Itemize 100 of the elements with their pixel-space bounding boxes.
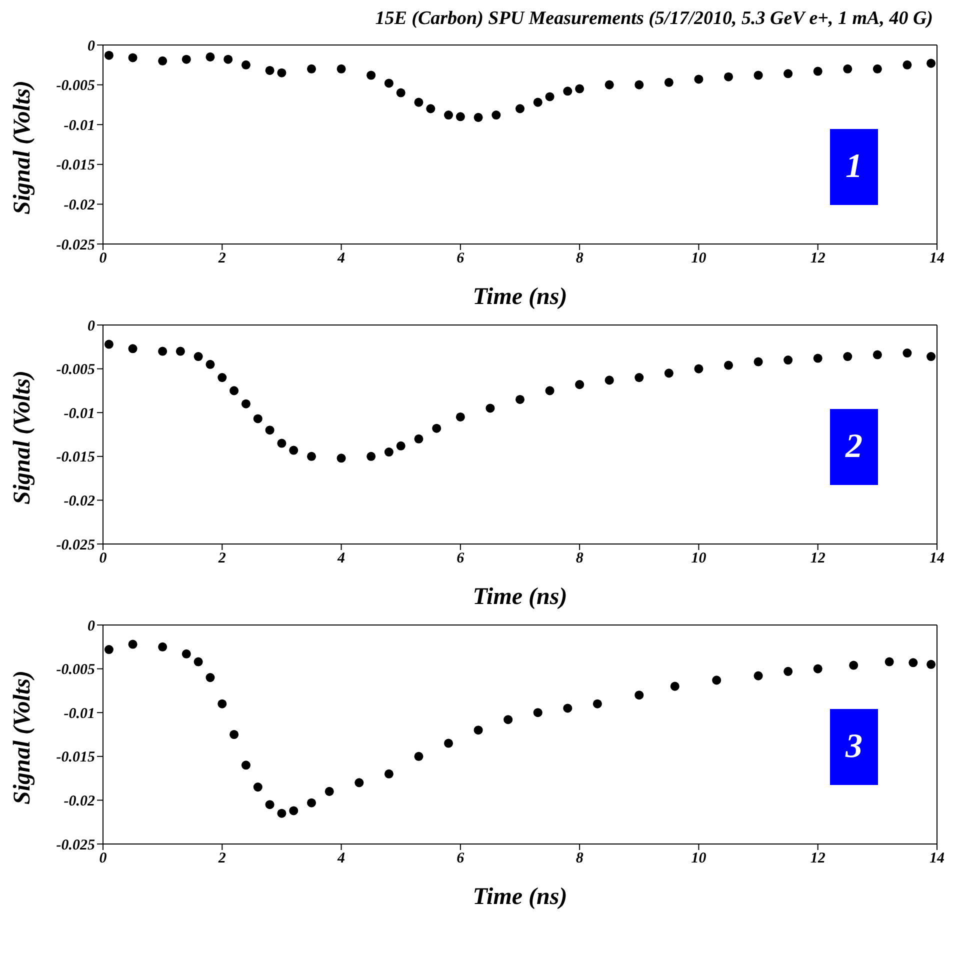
- point: [724, 72, 734, 82]
- x-tick-label: 10: [691, 850, 707, 867]
- point: [396, 88, 406, 98]
- y-tick-label: -0.015: [56, 450, 96, 466]
- point: [908, 658, 918, 668]
- point: [366, 452, 376, 461]
- point: [128, 640, 138, 649]
- point: [533, 708, 542, 718]
- y-axis-title: Signal (Volts): [10, 370, 36, 504]
- y-tick-label: -0.025: [56, 537, 96, 554]
- point: [354, 778, 364, 788]
- point: [218, 373, 227, 382]
- number-badge: 2: [830, 409, 878, 485]
- y-axis-title: Signal (Volts): [10, 670, 36, 804]
- y-tick-label: -0.015: [56, 158, 96, 174]
- point: [224, 54, 233, 64]
- point: [206, 673, 215, 682]
- point: [575, 380, 584, 390]
- point: [384, 769, 394, 778]
- x-tick-label: 12: [810, 550, 826, 567]
- x-tick-label: 8: [576, 850, 584, 867]
- point: [533, 98, 542, 107]
- point: [176, 346, 185, 356]
- x-tick-label: 2: [217, 850, 226, 867]
- point: [902, 60, 912, 70]
- x-tick-label: 2: [217, 250, 226, 267]
- point: [241, 399, 250, 408]
- point: [158, 56, 168, 66]
- point: [384, 448, 394, 457]
- point: [604, 80, 614, 90]
- point: [432, 424, 442, 433]
- x-tick-label: 6: [456, 850, 465, 867]
- point: [926, 352, 936, 362]
- y-tick-label: -0.02: [64, 198, 96, 214]
- point: [194, 352, 203, 362]
- point: [670, 682, 680, 691]
- point: [634, 373, 644, 382]
- point: [128, 53, 138, 62]
- point: [414, 98, 424, 107]
- point: [545, 92, 554, 102]
- chart-title: 15E (Carbon) SPU Measurements (5/17/2010, 5.3 GeV e+, 1 mA, 40 G): [374, 8, 934, 31]
- x-tick-label: 10: [691, 250, 707, 267]
- point: [306, 798, 316, 808]
- y-tick-label: -0.025: [56, 837, 96, 854]
- x-tick-label: 0: [99, 550, 108, 567]
- x-tick-label: 4: [336, 250, 346, 267]
- x-tick-label: 6: [456, 550, 465, 567]
- point: [182, 649, 191, 658]
- y-tick-label: -0.02: [64, 794, 96, 810]
- point: [575, 84, 584, 94]
- x-tick-label: 6: [456, 250, 465, 267]
- point: [336, 64, 346, 74]
- point: [592, 699, 602, 708]
- point: [545, 386, 554, 396]
- point: [253, 414, 262, 424]
- point: [426, 104, 436, 114]
- point: [849, 660, 858, 670]
- point: [634, 690, 644, 700]
- y-tick-label: 0: [88, 318, 96, 334]
- x-axis-title: Time (ns): [472, 284, 568, 310]
- point: [206, 52, 215, 62]
- y-axis-title: Signal (Volts): [10, 80, 36, 214]
- point: [194, 657, 203, 666]
- x-tick-label: 14: [930, 250, 945, 267]
- point: [241, 760, 250, 770]
- y-tick-label: -0.01: [64, 706, 95, 722]
- point: [158, 346, 168, 356]
- y-tick-label: -0.005: [56, 78, 96, 94]
- y-tick-label: -0.02: [64, 494, 96, 510]
- point: [396, 441, 406, 450]
- point: [444, 738, 454, 748]
- point: [128, 344, 138, 354]
- point: [474, 726, 483, 735]
- point: [754, 357, 763, 366]
- point: [265, 66, 274, 75]
- point: [604, 376, 614, 385]
- point: [843, 352, 852, 362]
- point: [515, 104, 525, 114]
- x-tick-label: 8: [576, 250, 584, 267]
- point: [230, 730, 239, 740]
- point: [563, 704, 572, 713]
- y-tick-label: -0.005: [56, 662, 96, 678]
- x-axis-title: Time (ns): [472, 884, 568, 910]
- y-tick-label: 0: [88, 618, 96, 634]
- x-tick-label: 14: [930, 550, 945, 567]
- point: [884, 657, 894, 666]
- point: [694, 364, 704, 374]
- x-tick-label: 4: [336, 550, 346, 567]
- point: [277, 68, 286, 78]
- point: [664, 368, 674, 378]
- x-tick-label: 10: [691, 550, 707, 567]
- point: [784, 666, 793, 676]
- point: [784, 69, 793, 78]
- point: [265, 800, 274, 810]
- point: [414, 752, 424, 761]
- point: [444, 110, 454, 120]
- x-tick-label: 12: [810, 850, 826, 867]
- point: [277, 808, 286, 818]
- point: [843, 64, 852, 74]
- point: [486, 404, 495, 413]
